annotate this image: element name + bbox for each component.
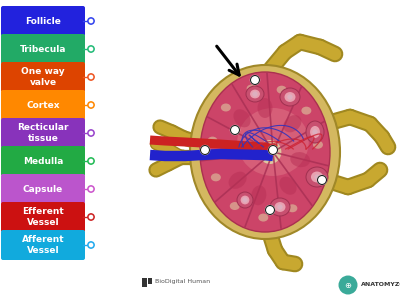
Circle shape: [268, 146, 278, 154]
Circle shape: [88, 214, 94, 220]
Circle shape: [90, 159, 92, 163]
Circle shape: [243, 198, 247, 202]
FancyBboxPatch shape: [1, 146, 85, 176]
Ellipse shape: [313, 141, 323, 149]
Ellipse shape: [200, 72, 330, 232]
Circle shape: [253, 92, 257, 96]
Text: Follicle: Follicle: [25, 16, 61, 26]
Ellipse shape: [250, 90, 260, 98]
Ellipse shape: [287, 204, 297, 212]
FancyBboxPatch shape: [1, 90, 85, 120]
Ellipse shape: [311, 172, 323, 182]
Circle shape: [315, 175, 319, 179]
FancyBboxPatch shape: [1, 230, 85, 260]
Circle shape: [88, 242, 94, 248]
Ellipse shape: [280, 88, 300, 106]
Circle shape: [266, 206, 274, 214]
Text: Capsule: Capsule: [23, 184, 63, 194]
Ellipse shape: [251, 185, 266, 205]
Ellipse shape: [259, 140, 281, 164]
Ellipse shape: [221, 103, 231, 112]
Circle shape: [90, 20, 92, 22]
FancyBboxPatch shape: [1, 62, 85, 92]
Circle shape: [88, 158, 94, 164]
FancyBboxPatch shape: [1, 174, 85, 204]
FancyBboxPatch shape: [1, 118, 85, 148]
Ellipse shape: [306, 121, 324, 143]
Text: ⊕: ⊕: [344, 280, 352, 290]
Ellipse shape: [247, 85, 257, 92]
Ellipse shape: [270, 198, 290, 216]
FancyBboxPatch shape: [1, 34, 85, 64]
Bar: [148, 278, 152, 284]
Ellipse shape: [279, 177, 297, 195]
Ellipse shape: [283, 115, 302, 132]
Circle shape: [90, 75, 92, 79]
Ellipse shape: [211, 173, 221, 181]
Circle shape: [88, 18, 94, 24]
Text: Recticular
tissue: Recticular tissue: [17, 124, 69, 142]
FancyBboxPatch shape: [1, 6, 85, 36]
Ellipse shape: [274, 202, 286, 212]
Text: Medulla: Medulla: [23, 157, 63, 166]
Circle shape: [88, 74, 94, 80]
Circle shape: [88, 130, 94, 136]
Ellipse shape: [241, 196, 250, 204]
Text: Afferent
Vessel: Afferent Vessel: [22, 236, 64, 254]
Circle shape: [90, 103, 92, 106]
Circle shape: [278, 205, 282, 209]
Ellipse shape: [308, 177, 318, 185]
Ellipse shape: [277, 86, 287, 94]
Ellipse shape: [237, 108, 309, 176]
Ellipse shape: [237, 192, 253, 208]
Circle shape: [90, 215, 92, 219]
Circle shape: [200, 146, 210, 154]
Circle shape: [318, 176, 326, 184]
Circle shape: [250, 76, 260, 85]
Text: ANATOMYZONE: ANATOMYZONE: [361, 283, 400, 287]
FancyBboxPatch shape: [1, 202, 85, 232]
Text: Cortex: Cortex: [26, 100, 60, 109]
Text: Efferent
Vessel: Efferent Vessel: [22, 208, 64, 226]
Ellipse shape: [190, 65, 340, 239]
Circle shape: [88, 186, 94, 192]
Ellipse shape: [208, 136, 218, 145]
Text: Tribecula: Tribecula: [20, 44, 66, 53]
Ellipse shape: [310, 126, 320, 138]
Ellipse shape: [230, 202, 240, 210]
Ellipse shape: [258, 98, 272, 118]
Circle shape: [88, 46, 94, 52]
Circle shape: [313, 130, 317, 134]
Text: One way
valve: One way valve: [21, 68, 65, 86]
Circle shape: [230, 125, 240, 134]
Bar: [142, 278, 147, 287]
Ellipse shape: [258, 214, 268, 222]
Ellipse shape: [290, 152, 310, 167]
Circle shape: [288, 95, 292, 99]
Ellipse shape: [228, 172, 247, 189]
Circle shape: [88, 102, 94, 108]
Circle shape: [90, 131, 92, 135]
Circle shape: [338, 275, 358, 295]
Circle shape: [90, 188, 92, 190]
Ellipse shape: [284, 92, 296, 102]
Ellipse shape: [306, 167, 328, 187]
Text: BioDigital Human: BioDigital Human: [155, 280, 210, 284]
Circle shape: [90, 47, 92, 51]
Ellipse shape: [301, 106, 311, 115]
Ellipse shape: [233, 109, 251, 127]
Circle shape: [90, 243, 92, 247]
Ellipse shape: [246, 86, 264, 102]
Ellipse shape: [219, 145, 239, 160]
